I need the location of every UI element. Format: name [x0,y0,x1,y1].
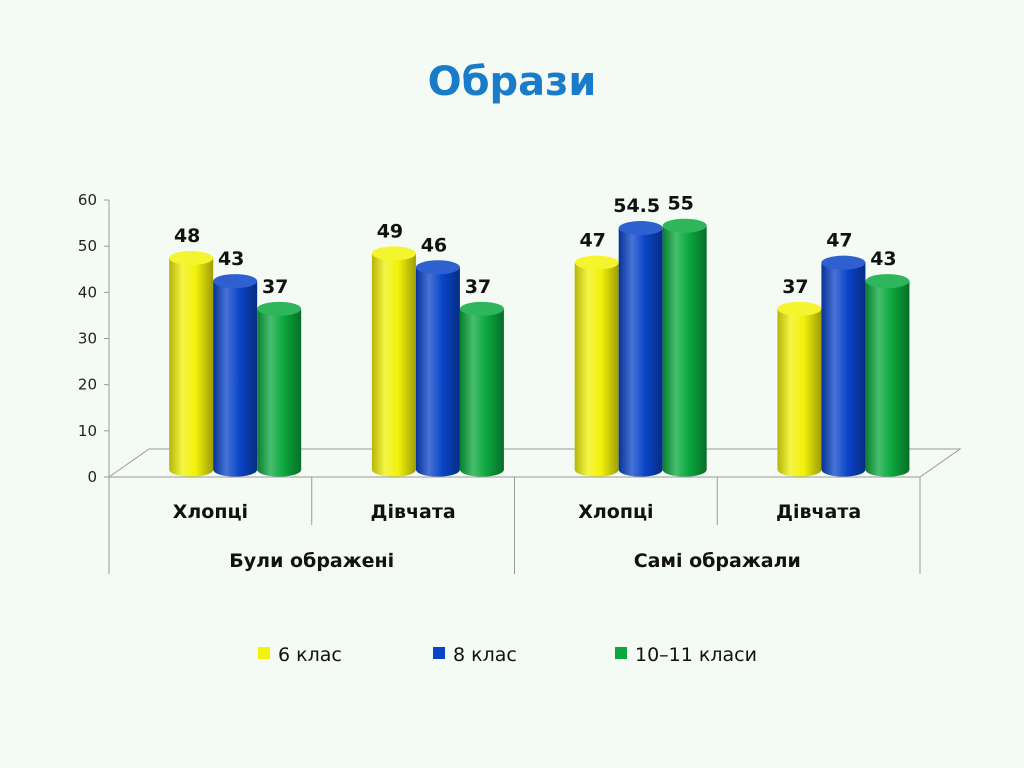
data-labels: 48 43 37 49 46 37 47 54.5 55 37 47 43 [174,193,897,298]
y-axis: 0 10 20 30 40 50 60 [78,191,110,486]
bar-10–11-класи-3 [865,274,910,477]
bar-top [618,221,663,236]
y-tick-label: 10 [78,422,97,440]
legend-swatch [615,647,627,659]
bar-body [662,225,707,477]
bar-top [213,274,258,289]
data-label: 37 [782,276,808,298]
legend-item: 6 клас [258,644,342,666]
bar-top [865,274,910,289]
bar-6-клас-0 [169,251,214,477]
y-tick-label: 0 [87,468,97,486]
data-label: 47 [579,230,605,252]
data-label: 49 [377,220,403,242]
bar-8-клас-1 [415,260,460,477]
bar-body [865,281,910,477]
x-group-label: Були ображені [229,550,394,572]
x-category-label: Хлопці [578,501,653,523]
y-tick-label: 60 [78,191,97,209]
legend-swatch [258,647,270,659]
data-label: 43 [870,248,896,270]
bar-body [459,308,504,477]
x-axis: Хлопці Дівчата Хлопці Дівчата Були ображені С… [108,476,921,574]
bar-body [415,267,460,477]
bar-body [618,228,663,477]
data-label: 54.5 [613,195,660,217]
x-category-label: Дівчата [371,501,456,523]
bars [169,218,910,477]
x-category-label: Хлопці [173,501,248,523]
y-tick-label: 40 [78,283,97,301]
y-tick-label: 30 [78,330,97,348]
bar-10–11-класи-1 [459,301,504,477]
bar-top [371,246,416,261]
bar-8-клас-2 [618,221,663,477]
bar-8-клас-3 [821,255,866,477]
legend-label: 8 клас [453,644,517,666]
bar-body [213,281,258,477]
bar-8-клас-0 [213,274,258,477]
bar-top [662,218,707,233]
bar-6-клас-1 [371,246,416,477]
legend-item: 8 клас [433,644,517,666]
legend-label: 10–11 класи [635,644,757,666]
x-category-label: Дівчата [776,501,861,523]
data-label: 37 [465,276,491,298]
bar-6-клас-3 [777,301,822,477]
bar-body [574,262,619,477]
bar-body [257,308,302,477]
bar-top [415,260,460,275]
chart-title: Образи [428,59,597,105]
data-label: 43 [218,248,244,270]
data-label: 46 [421,234,447,256]
y-tick-label: 50 [78,237,97,255]
x-group-label: Самі ображали [634,550,801,572]
bar-top [574,255,619,270]
data-label: 47 [826,230,852,252]
bar-10–11-класи-0 [257,301,302,477]
bar-body [777,308,822,477]
bar-top [777,301,822,316]
bar-6-клас-2 [574,255,619,477]
bar-body [371,253,416,477]
data-label: 55 [667,193,693,215]
legend: 6 клас 8 клас 10–11 класи [258,644,757,666]
data-label: 37 [262,276,288,298]
data-label: 48 [174,225,200,247]
bar-top [257,301,302,316]
legend-label: 6 клас [278,644,342,666]
bar-top [169,251,214,266]
legend-swatch [433,647,445,659]
bar-10–11-класи-2 [662,218,707,477]
bar-top [459,301,504,316]
bar-body [169,258,214,477]
y-tick-label: 20 [78,376,97,394]
legend-item: 10–11 класи [615,644,757,666]
bar-top [821,255,866,270]
bar-body [821,262,866,477]
